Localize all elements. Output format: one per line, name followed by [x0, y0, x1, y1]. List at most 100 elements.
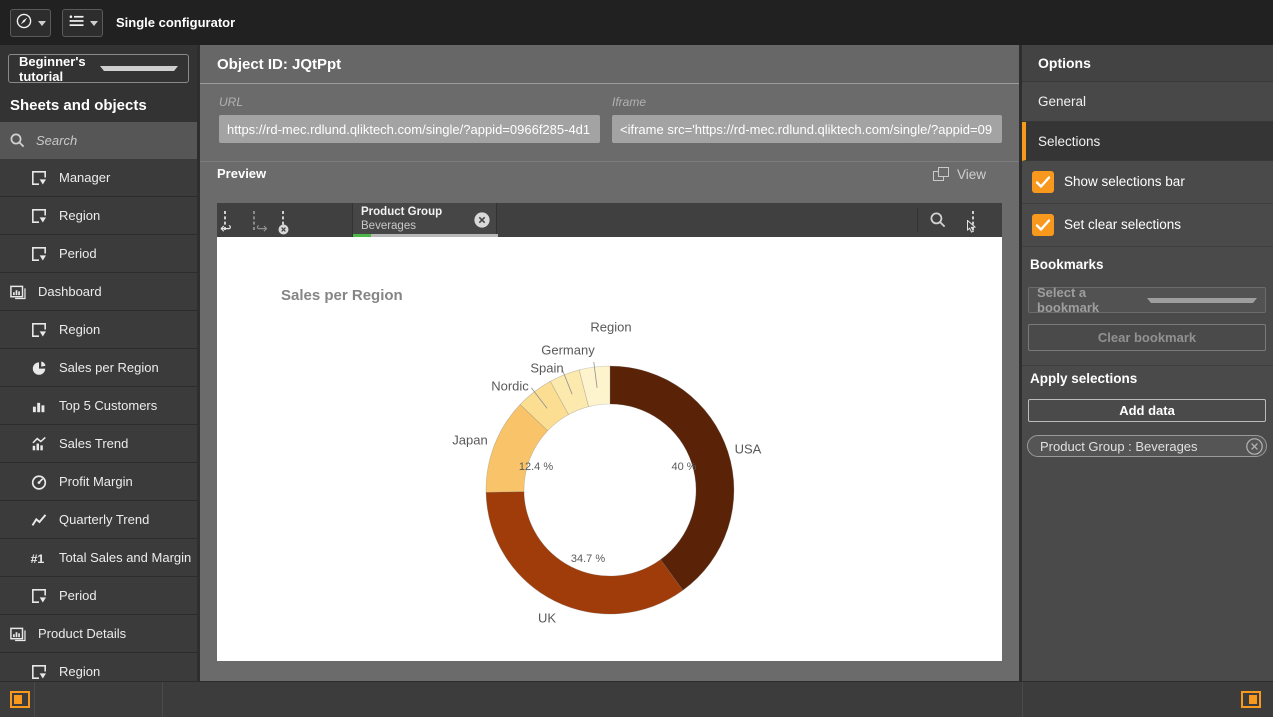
selection-chip-dimension: Product Group [361, 206, 443, 218]
donut-slice-uk[interactable] [485, 491, 684, 615]
main-area: Object ID: JQtPpt URL Iframe Preview Vie… [197, 45, 1022, 681]
category-label-nordic: Nordic [491, 379, 529, 394]
view-button[interactable]: View [933, 167, 986, 182]
divider [34, 682, 35, 717]
category-label-usa: USA [735, 442, 762, 457]
piechart-icon [30, 359, 48, 377]
dimension-label: Region [590, 320, 631, 335]
filterpane-icon [30, 207, 48, 225]
filterpane-icon [30, 169, 48, 187]
show-selections-bar-checkbox-row[interactable]: Show selections bar [1022, 161, 1273, 204]
svg-text:#1: #1 [31, 552, 45, 566]
sidebar-item-label: Dashboard [38, 284, 102, 299]
add-data-button[interactable]: Add data [1028, 399, 1266, 422]
bottom-bar [0, 681, 1273, 717]
sidebar-item-region[interactable]: Region [0, 311, 197, 349]
options-panel-title: Options [1022, 45, 1273, 82]
sidebar-item-period[interactable]: Period [0, 577, 197, 615]
sidebar-item-label: Manager [59, 170, 111, 185]
sidebar-item-product-details[interactable]: Product Details [0, 615, 197, 653]
sidebar-item-label: Region [59, 664, 101, 679]
checkbox-checked-icon[interactable] [1032, 171, 1054, 193]
sidebar-item-profit-margin[interactable]: Profit Margin [0, 463, 197, 501]
url-input[interactable] [219, 115, 600, 143]
iframe-input[interactable] [612, 115, 1002, 143]
filterpane-icon [30, 321, 48, 339]
set-clear-selections-checkbox-row[interactable]: Set clear selections [1022, 204, 1273, 247]
divider [197, 45, 200, 681]
sidebar-item-region[interactable]: Region [0, 197, 197, 235]
options-panel: Options General Selections Show selectio… [1022, 45, 1273, 681]
category-label-germany: Germany [541, 343, 595, 358]
tab-general[interactable]: General [1022, 82, 1273, 122]
content-list-button[interactable] [62, 9, 103, 37]
chart-title: Sales per Region [281, 287, 403, 304]
toggle-left-panel-button[interactable] [10, 691, 30, 708]
tab-selections[interactable]: Selections [1022, 122, 1273, 161]
apply-selections-heading: Apply selections [1030, 371, 1138, 386]
sidebar-item-manager[interactable]: Manager [0, 159, 197, 197]
sheet-icon [9, 625, 27, 643]
sidebar-item-top-5-customers[interactable]: Top 5 Customers [0, 387, 197, 425]
remove-selection-icon[interactable] [474, 212, 490, 228]
barchart-icon [30, 397, 48, 415]
bookmark-select[interactable]: Select a bookmark [1028, 285, 1266, 315]
sidebar-item-label: Product Details [38, 626, 127, 641]
donut-slice-germany[interactable] [578, 365, 611, 408]
step-forward-icon[interactable]: ↪ [253, 211, 268, 236]
navigation-menu-button[interactable] [10, 9, 51, 37]
url-label: URL [219, 95, 244, 109]
filterpane-icon [30, 663, 48, 681]
search-input[interactable] [36, 133, 176, 148]
view-icon [933, 167, 950, 182]
donut-slice-usa[interactable] [609, 365, 735, 591]
sidebar-item-label: Region [59, 322, 101, 337]
clear-all-selections-icon[interactable] [278, 211, 289, 235]
checkbox-checked-icon[interactable] [1032, 214, 1054, 236]
kpi-icon: #1 [30, 549, 48, 567]
page-title: Single configurator [116, 15, 236, 30]
linechart-icon [30, 511, 48, 529]
sidebar-item-label: Region [59, 208, 101, 223]
sidebar-item-label: Sales Trend [59, 436, 129, 451]
selection-chip[interactable]: Product Group Beverages [352, 203, 498, 237]
filterpane-icon [30, 245, 48, 263]
divider [917, 208, 918, 232]
sidebar-item-sales-trend[interactable]: Sales Trend [0, 425, 197, 463]
selection-gray-bar [371, 234, 498, 237]
selection-pill[interactable]: Product Group : Beverages [1027, 435, 1267, 457]
selections-tool-icon[interactable] [967, 211, 977, 233]
percent-label-usa: 40 % [671, 461, 696, 473]
sidebar: Beginner's tutorial Sheets and objects M… [0, 45, 197, 681]
sidebar-item-total-sales-and-margin[interactable]: #1 Total Sales and Margin [0, 539, 197, 577]
gauge-icon [30, 473, 48, 491]
sidebar-heading: Sheets and objects [10, 97, 147, 114]
sidebar-item-sales-per-region[interactable]: Sales per Region [0, 349, 197, 387]
clear-bookmark-button[interactable]: Clear bookmark [1028, 324, 1266, 351]
content-list-icon [68, 13, 85, 34]
app-selector-dropdown[interactable]: Beginner's tutorial [8, 53, 189, 84]
remove-pill-icon[interactable] [1246, 437, 1263, 455]
category-label-japan: Japan [452, 433, 487, 448]
sidebar-item-region[interactable]: Region [0, 653, 197, 681]
selection-chip-value: Beverages [361, 220, 416, 232]
sheets-and-objects-list: Manager Region Period Dashboard Region Sales … [0, 159, 197, 681]
preview-chart-area: Sales per Region Region USA UK Japan Nordic S… [217, 237, 1002, 661]
app-selector-value: Beginner's tutorial [19, 53, 86, 84]
search-icon[interactable] [929, 211, 947, 234]
search-box[interactable] [0, 122, 197, 159]
sidebar-item-label: Period [59, 588, 97, 603]
step-back-icon[interactable]: ↩ [220, 211, 232, 236]
category-label-spain: Spain [530, 361, 563, 376]
toggle-right-panel-button[interactable] [1241, 691, 1261, 708]
sidebar-item-label: Profit Margin [59, 474, 133, 489]
sidebar-item-dashboard[interactable]: Dashboard [0, 273, 197, 311]
sidebar-item-period[interactable]: Period [0, 235, 197, 273]
combochart-icon [30, 435, 48, 453]
sidebar-item-quarterly-trend[interactable]: Quarterly Trend [0, 501, 197, 539]
sidebar-item-label: Total Sales and Margin [59, 550, 192, 565]
category-label-uk: UK [538, 611, 556, 626]
top-bar: Single configurator [0, 0, 1273, 45]
